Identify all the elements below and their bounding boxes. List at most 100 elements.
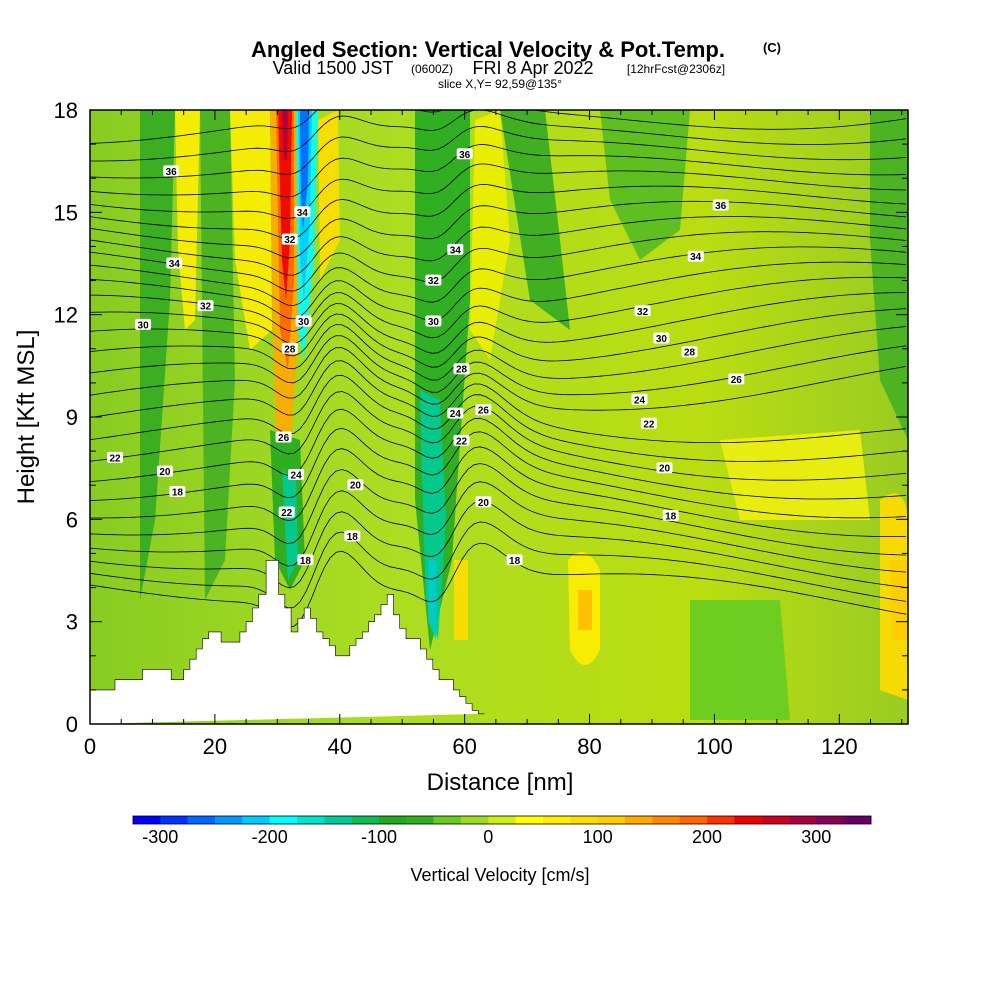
- contour-label: 32: [200, 302, 212, 313]
- velocity-region: [500, 110, 570, 330]
- x-tick-label: 100: [696, 734, 733, 759]
- contour-label-bg: [453, 434, 470, 446]
- y-tick-label: 15: [54, 200, 78, 225]
- chart-header: Angled Section: Vertical Velocity & Pot.…: [251, 37, 781, 91]
- colorbar-swatch: [734, 816, 762, 824]
- colorbar-swatch: [215, 816, 243, 824]
- contour-label-bg: [344, 530, 361, 542]
- isentrope-contour: [90, 216, 907, 276]
- contour-label: 22: [643, 419, 655, 430]
- contour-label: 26: [278, 433, 290, 444]
- valid-time-utc: (0600Z): [411, 62, 453, 76]
- contour-label-bg: [687, 250, 704, 262]
- isentrope-contour: [90, 261, 907, 322]
- contour-label-bg: [453, 363, 470, 375]
- colorbar-label: Vertical Velocity [cm/s]: [410, 865, 589, 885]
- colorbar-swatch: [515, 816, 544, 824]
- isentrope-contour: [90, 246, 907, 306]
- contour-label: 20: [478, 498, 490, 509]
- isentrope-contour: [90, 521, 907, 609]
- contour-label-bg: [281, 342, 298, 354]
- isentrope-contour: [90, 184, 907, 240]
- colorbar-swatch: [433, 816, 462, 824]
- contour-label-bg: [163, 165, 180, 177]
- contour-label: 36: [459, 150, 471, 161]
- velocity-region: [300, 110, 309, 230]
- x-tick-label: 60: [452, 734, 476, 759]
- contour-label-bg: [281, 233, 298, 245]
- colorbar-tick-label: 300: [801, 827, 831, 847]
- isentrope-contour: [90, 446, 907, 537]
- contour-label-bg: [297, 554, 314, 566]
- x-tick-label: 40: [328, 734, 352, 759]
- isentrope-contour: [90, 276, 907, 339]
- contour-label-bg: [456, 148, 473, 160]
- contour-label: 30: [428, 317, 440, 328]
- velocity-region: [278, 110, 292, 300]
- contour-label-bg: [294, 206, 311, 218]
- contour-label-bg: [288, 469, 305, 480]
- x-tick-label: 120: [821, 734, 858, 759]
- colorbar-tick-label: 200: [692, 827, 722, 847]
- contour-label: 18: [665, 511, 677, 522]
- colorbar-swatch: [843, 816, 872, 824]
- contour-label: 22: [109, 453, 121, 464]
- velocity-region: [282, 110, 288, 160]
- velocity-region: [720, 430, 870, 520]
- isentrope-contour: [90, 144, 907, 198]
- isentrope-contour: [90, 391, 907, 481]
- y-axis-title: Height [Kft MSL]: [13, 330, 40, 505]
- velocity-region: [420, 390, 446, 640]
- contour-label: 18: [172, 488, 184, 499]
- contour-label-bg: [275, 431, 292, 443]
- velocity-region: [140, 110, 175, 600]
- contour-label: 20: [350, 481, 362, 492]
- contour-label: 34: [450, 245, 462, 256]
- contour-label: 36: [166, 167, 178, 178]
- contour-label-bg: [197, 300, 214, 312]
- isentrope-contour: [90, 308, 907, 368]
- valid-date: FRI 8 Apr 2022: [472, 58, 593, 78]
- colorbar-swatch: [269, 816, 298, 824]
- chart-title: Angled Section: Vertical Velocity & Pot.…: [251, 37, 725, 62]
- contour-label: 34: [169, 259, 181, 270]
- x-tick-label: 80: [577, 734, 601, 759]
- contour-label: 18: [347, 532, 359, 543]
- isentrope-contour: [90, 110, 907, 144]
- colorbar-tick-label: -200: [252, 827, 288, 847]
- contour-label: 26: [478, 406, 490, 417]
- colorbar-swatch: [297, 816, 325, 824]
- isentrope-contour: [90, 324, 907, 381]
- contour-label: 24: [450, 409, 462, 420]
- contour-label: 30: [298, 317, 310, 328]
- forecast-info: [12hrFcst@2306z]: [627, 62, 725, 76]
- isentrope-contour: [90, 335, 907, 396]
- contour-label-bg: [506, 554, 523, 566]
- velocity-region: [454, 560, 468, 640]
- colorbar-swatch: [242, 816, 270, 824]
- contour-label: 26: [731, 375, 743, 386]
- colorbar-swatch: [679, 816, 708, 824]
- contour-label-bg: [656, 462, 673, 474]
- contour-label-bg: [166, 257, 183, 269]
- terrain: [90, 560, 485, 724]
- contour-label-bg: [295, 315, 312, 327]
- contour-label: 28: [284, 344, 296, 355]
- isentrope-contour: [90, 200, 907, 259]
- contour-label-bg: [631, 393, 648, 405]
- velocity-region: [230, 110, 272, 350]
- colorbar-swatch: [160, 816, 188, 824]
- contour-label-bg: [278, 506, 295, 518]
- contour-label: 18: [509, 556, 521, 567]
- x-axis-title: Distance [nm]: [427, 769, 574, 796]
- isentrope-contour: [90, 542, 907, 628]
- isentrope-contour: [90, 427, 907, 519]
- contour-label: 22: [456, 436, 468, 447]
- chart-title-units: (C): [763, 40, 781, 55]
- y-tick-label: 3: [66, 610, 78, 635]
- velocity-region: [200, 110, 235, 600]
- contour-label: 32: [428, 276, 440, 287]
- contour-label: 28: [684, 348, 696, 359]
- colorbar-swatch: [324, 816, 352, 824]
